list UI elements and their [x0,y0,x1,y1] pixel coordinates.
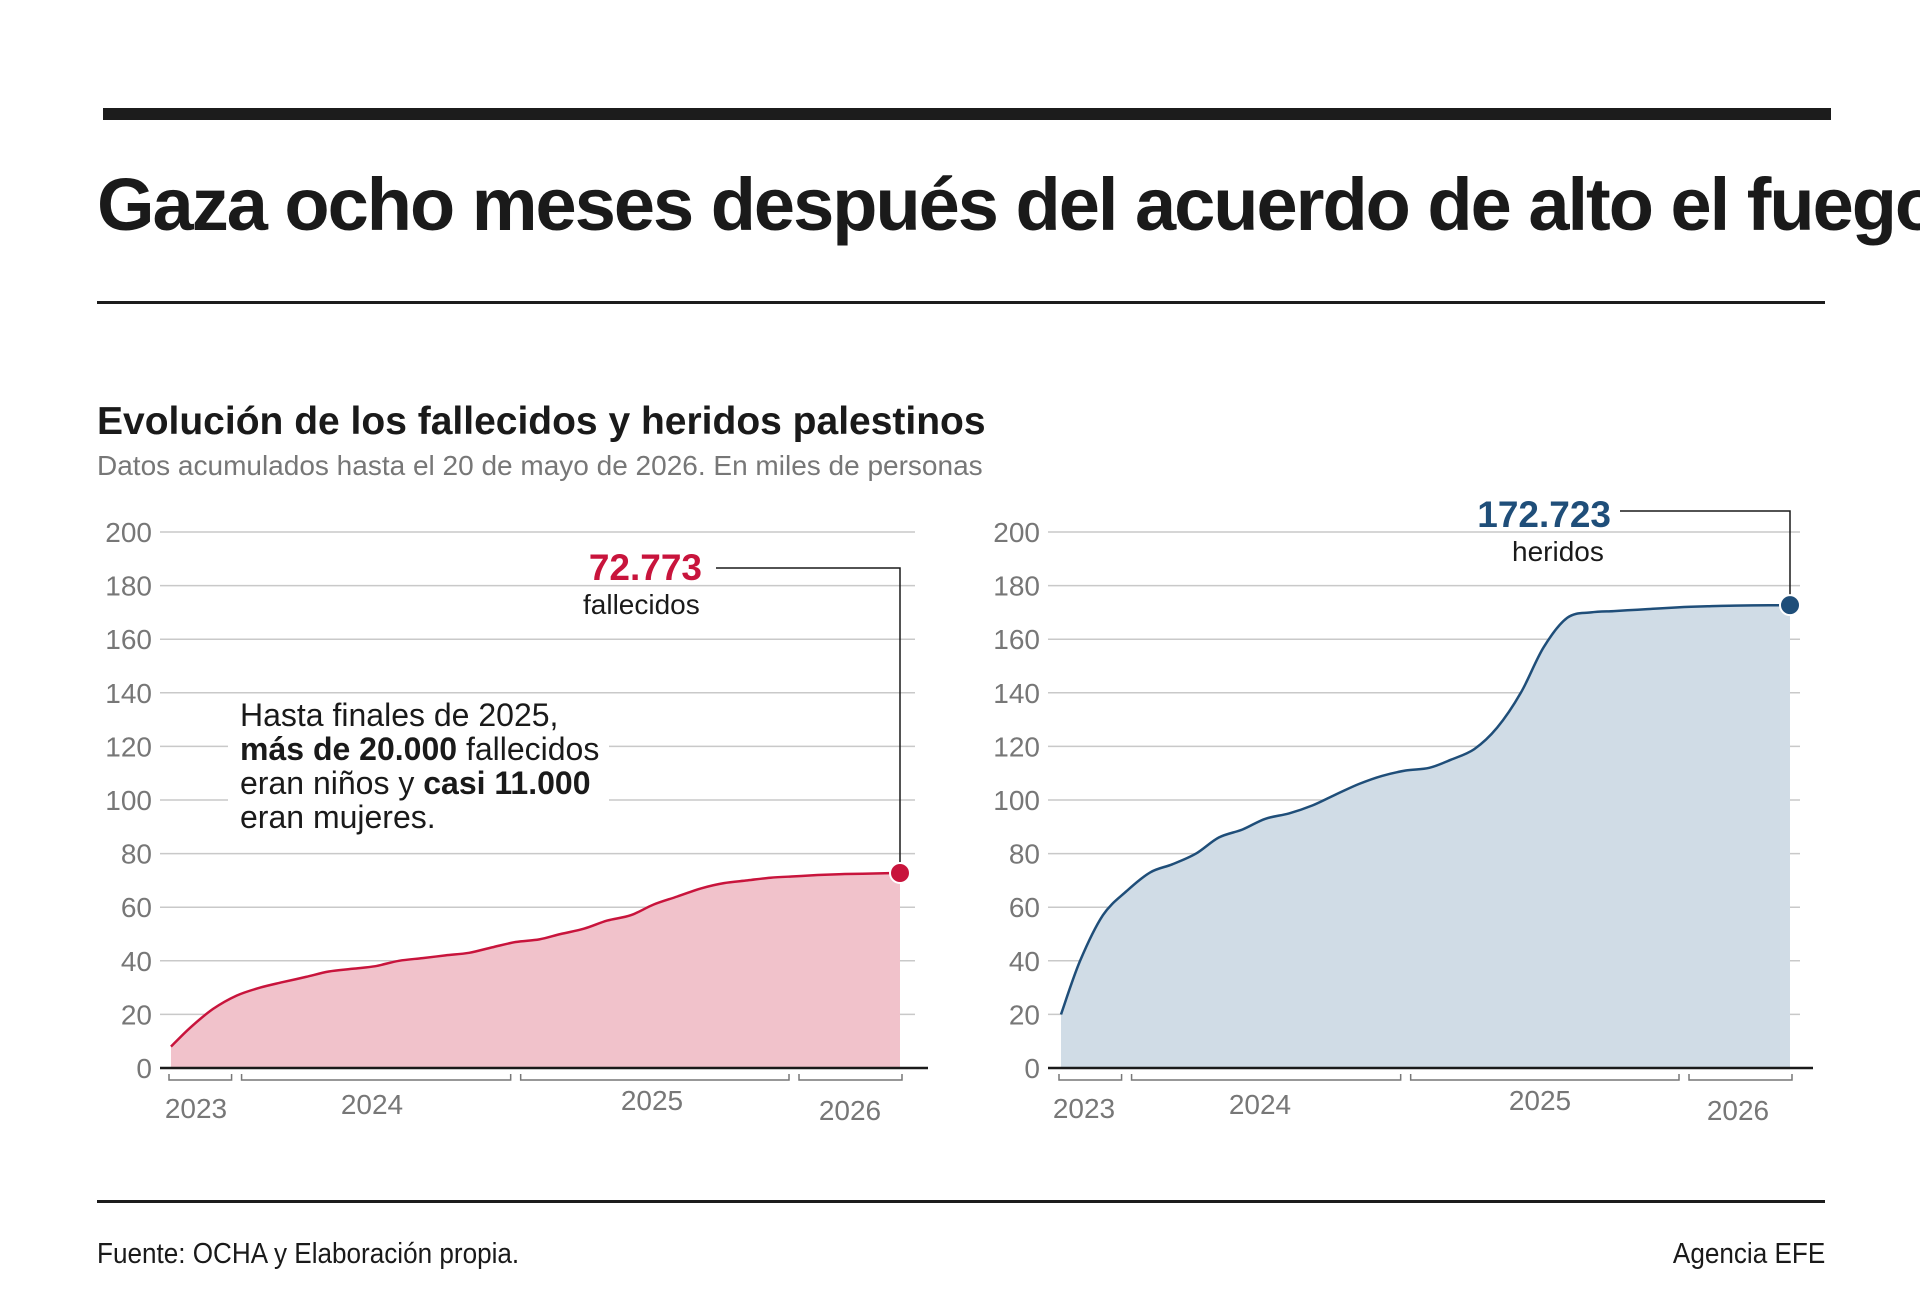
top-rule [103,108,1831,120]
injured-x-year-label: 2024 [1229,1089,1291,1120]
injured-y-tick-label: 80 [1009,839,1040,870]
deaths-end-marker [889,861,911,884]
chart-subtitle: Evolución de los fallecidos y heridos pa… [97,400,986,443]
deaths-y-tick-label: 180 [105,571,152,602]
deaths-x-year-label: 2023 [165,1093,227,1124]
injured-end-marker [1779,594,1801,617]
deaths-x-year-label: 2025 [621,1085,683,1116]
injured-y-tick-label: 140 [993,678,1040,709]
deaths-x-year-labels: 2023 2024 2025 2026 [165,1085,881,1126]
injured-x-year-label: 2026 [1707,1095,1769,1126]
deaths-y-tick-label: 120 [105,731,152,762]
annotation-line-2: más de 20.000 fallecidos [240,731,600,767]
injured-year-brackets [1058,1074,1793,1081]
injured-line [1059,603,1791,1015]
injured-x-year-label: 2023 [1053,1093,1115,1124]
children-women-annotation: Hasta finales de 2025, más de 20.000 fal… [228,694,610,840]
deaths-y-tick-label: 60 [121,892,152,923]
injured-end-name-label: heridos [1512,536,1604,567]
injured-y-tick-label: 100 [993,785,1040,816]
injured-y-tick-label: 160 [993,624,1040,655]
injured-year-bracket [1688,1074,1793,1081]
injured-year-bracket [1130,1074,1402,1081]
annotation-line-4: eran mujeres. [240,799,436,835]
deaths-end-name-label: fallecidos [583,589,700,620]
deaths-x-year-label: 2024 [341,1089,403,1120]
injured-leader-line [1620,510,1791,606]
title-divider [97,301,1825,304]
page-title: Gaza ocho meses después del acuerdo de a… [97,163,1920,246]
agency-credit: Agencia EFE [1672,1238,1825,1270]
injured-y-axis: 0 20 40 60 80 100 120 140 160 180 200 [993,517,1040,1084]
injured-x-year-labels: 2023 2024 2025 2026 [1053,1085,1769,1126]
injured-end-value-label: 172.723 [1477,494,1611,535]
deaths-y-tick-label: 0 [136,1053,152,1084]
injured-y-tick-label: 180 [993,571,1040,602]
deaths-y-axis: 0 20 40 60 80 100 120 140 160 180 200 [105,517,152,1084]
deaths-area [171,873,900,1068]
injured-y-tick-label: 200 [993,517,1040,548]
deaths-y-tick-label: 40 [121,946,152,977]
deaths-end-value-label: 72.773 [589,547,702,588]
annotation-line-3: eran niños y casi 11.000 [240,765,591,801]
deaths-y-tick-label: 200 [105,517,152,548]
deaths-year-bracket [168,1074,233,1081]
deaths-y-tick-label: 20 [121,999,152,1030]
chart-note: Datos acumulados hasta el 20 de mayo de … [97,450,983,481]
injured-y-tick-label: 0 [1024,1053,1040,1084]
injured-y-tick-label: 20 [1009,999,1040,1030]
annotation-women-count: casi 11.000 [423,765,591,801]
injured-y-tick-label: 120 [993,731,1040,762]
annotation-line-1: Hasta finales de 2025, [240,697,559,733]
injured-y-tick-label: 60 [1009,892,1040,923]
injured-x-year-label: 2025 [1509,1085,1571,1116]
deaths-x-year-label: 2026 [819,1095,881,1126]
footer-divider [97,1200,1825,1203]
source-credit: Fuente: OCHA y Elaboración propia. [97,1238,520,1270]
injured-year-bracket [1409,1074,1680,1081]
injured-year-bracket [1058,1074,1123,1081]
deaths-y-tick-label: 140 [105,678,152,709]
deaths-year-bracket [240,1074,512,1081]
annotation-children-count: más de 20.000 [240,731,458,767]
deaths-y-tick-label: 160 [105,624,152,655]
injured-y-tick-label: 40 [1009,946,1040,977]
deaths-y-tick-label: 80 [121,839,152,870]
deaths-year-bracket [519,1074,790,1081]
injured-area [1061,605,1790,1068]
deaths-year-brackets [168,1074,903,1081]
deaths-line [170,871,901,1048]
deaths-year-bracket [798,1074,903,1081]
deaths-leader-line [716,567,901,873]
deaths-y-tick-label: 100 [105,785,152,816]
